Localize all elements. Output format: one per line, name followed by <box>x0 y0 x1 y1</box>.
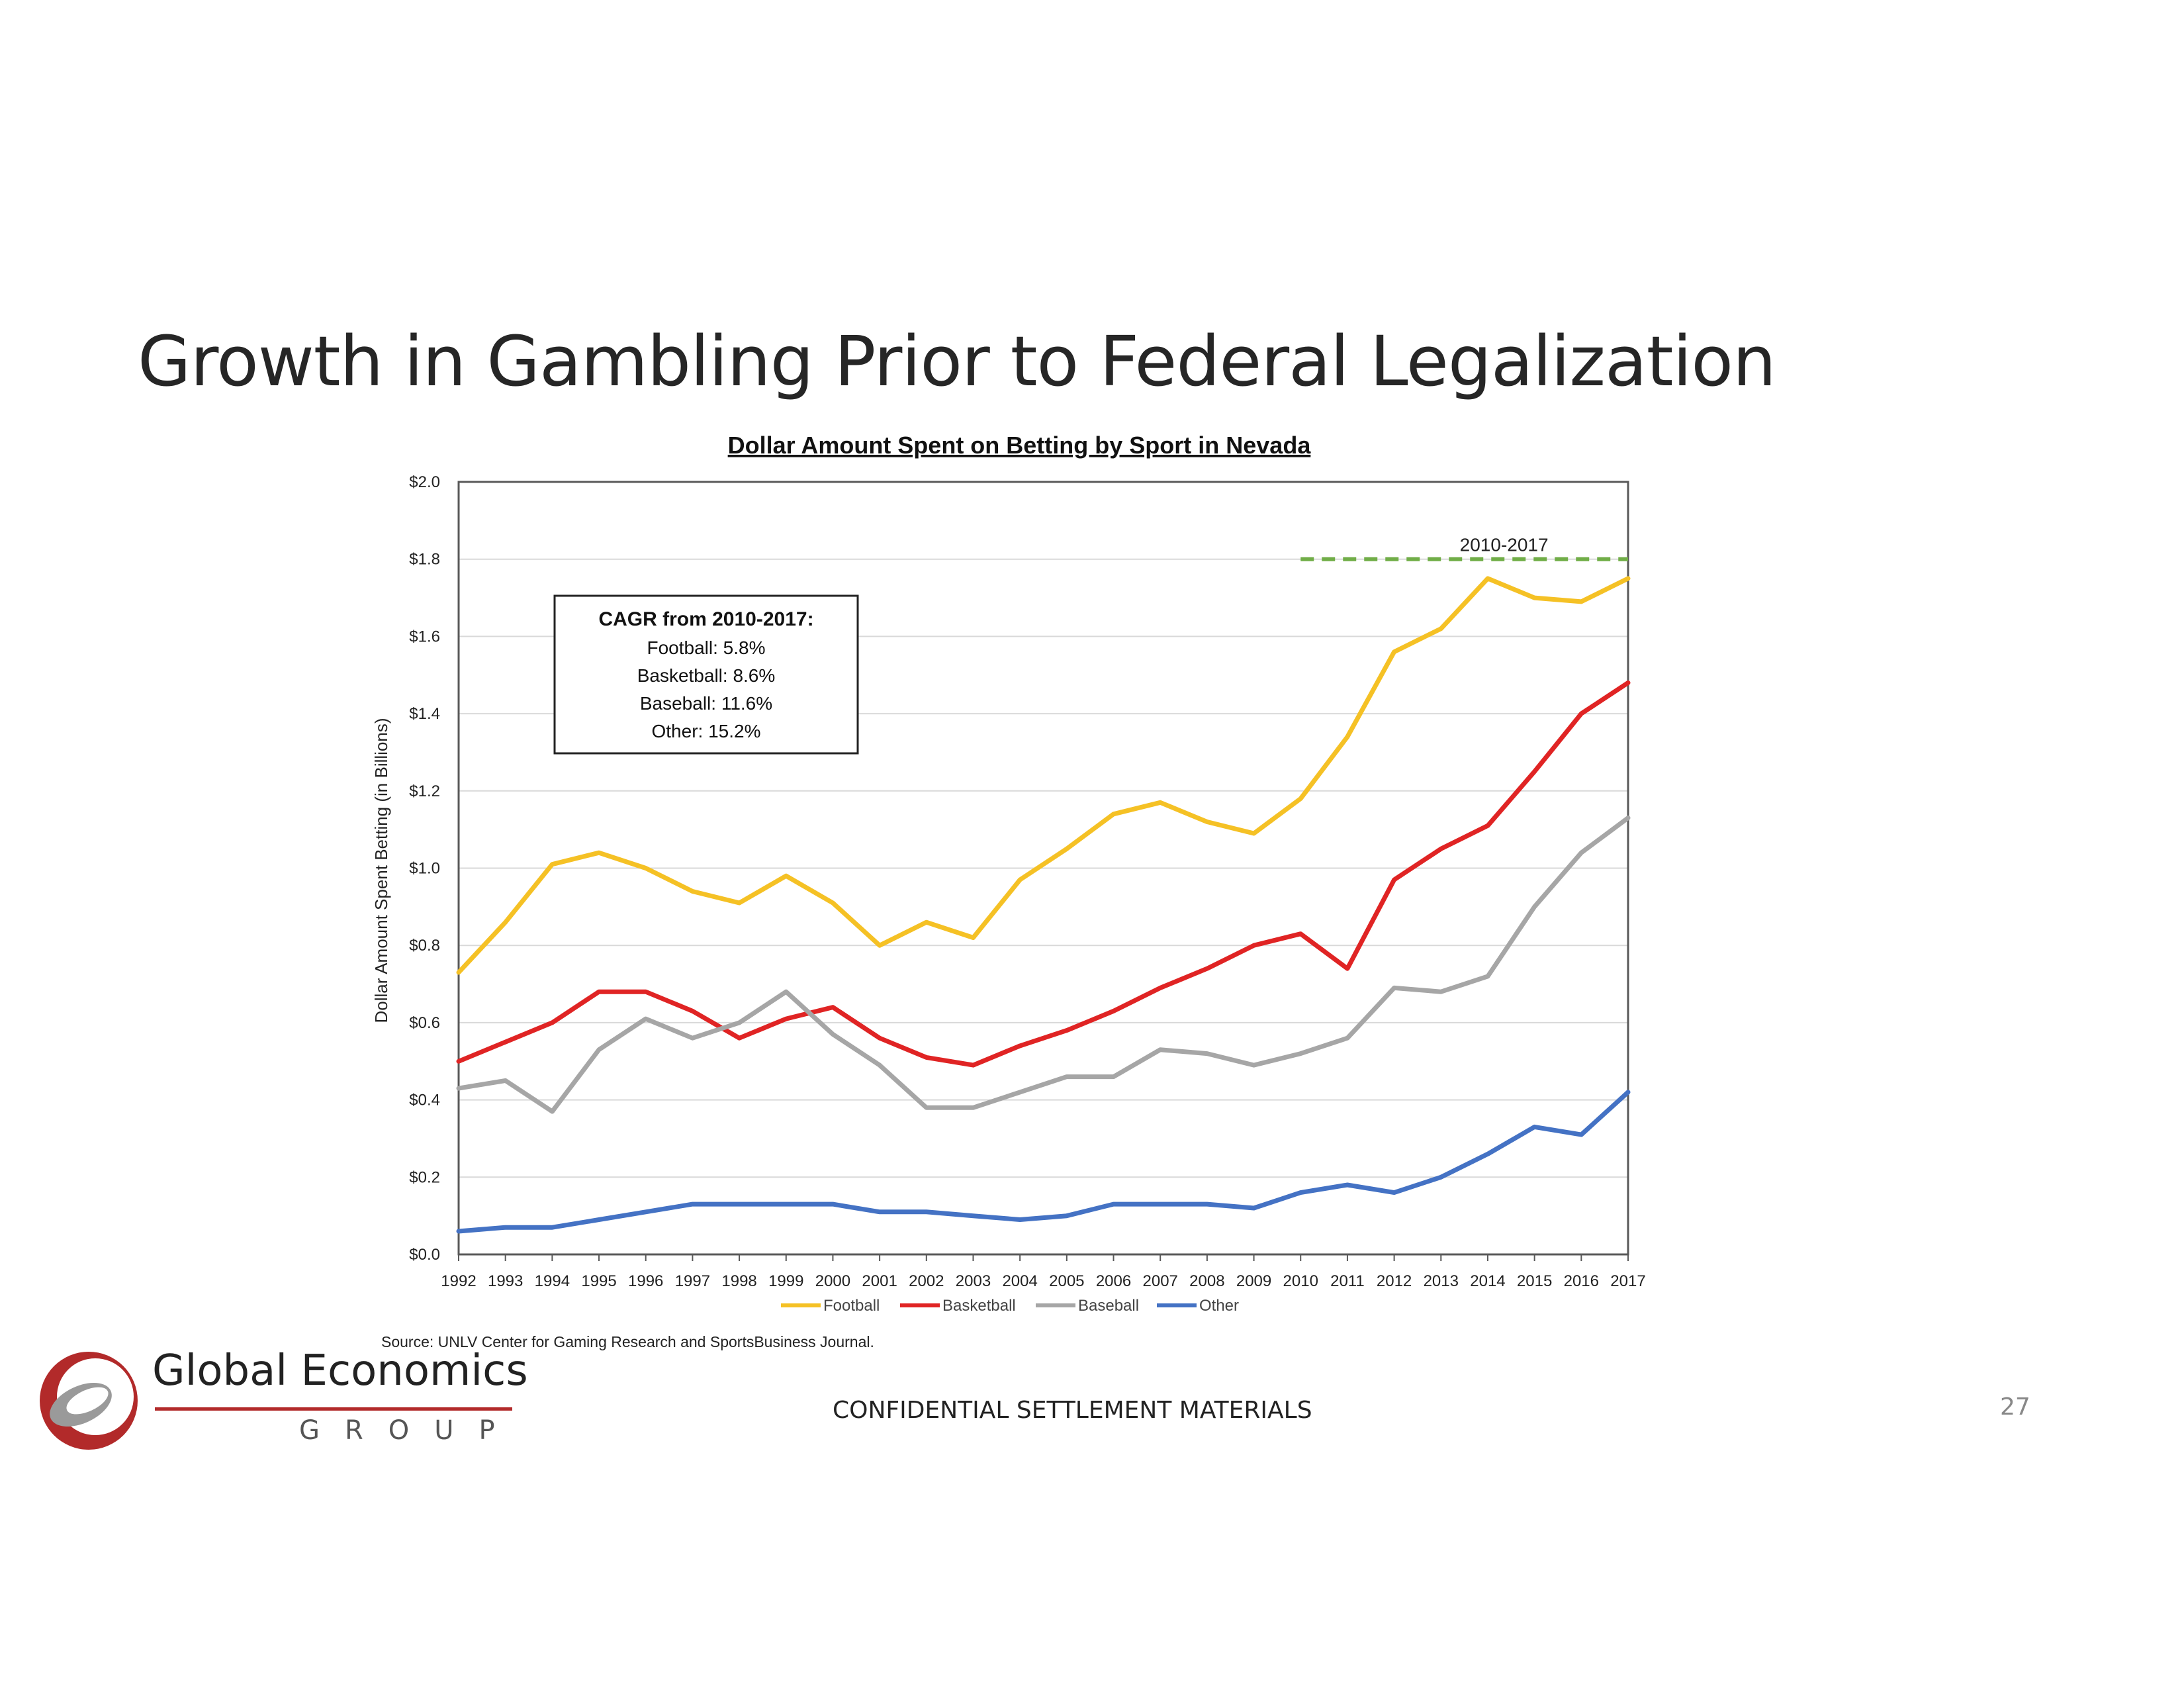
x-tick-label: 2013 <box>1424 1272 1459 1290</box>
x-tick-label: 2008 <box>1189 1272 1224 1290</box>
y-tick-label: $0.4 <box>409 1092 440 1109</box>
cagr-line: Basketball: 8.6% <box>637 665 776 686</box>
x-tick-label: 1995 <box>581 1272 616 1290</box>
logo-swoosh-icon <box>40 1352 138 1450</box>
x-tick-label: 2005 <box>1049 1272 1084 1290</box>
plot-area-frame <box>457 481 1629 1256</box>
x-tick-label: 2007 <box>1143 1272 1178 1290</box>
x-tick-label: 1996 <box>628 1272 663 1290</box>
confidential-footer: CONFIDENTIAL SETTLEMENT MATERIALS <box>833 1397 1312 1424</box>
x-tick-label: 2004 <box>1002 1272 1037 1290</box>
x-tick-label: 2002 <box>909 1272 944 1290</box>
x-tick-label: 2010 <box>1283 1272 1318 1290</box>
axes: $0.0 $0.2 $0.4 $0.6 $0.8 $1.0 $1.2 $1.4 $1.6 $1.8… <box>409 473 1645 1290</box>
y-tick-label: $2.0 <box>409 473 440 491</box>
x-tick-label: 2012 <box>1377 1272 1412 1290</box>
legend-label-baseball: Baseball <box>1078 1297 1139 1315</box>
series-line-baseball <box>456 816 1631 1114</box>
y-tick-label: $1.4 <box>409 705 440 723</box>
x-tick-label: 2009 <box>1236 1272 1271 1290</box>
data-series <box>456 576 1631 1234</box>
cagr-heading: CAGR from 2010-2017: <box>598 608 813 630</box>
chart-title: Dollar Amount Spent on Betting by Sport … <box>728 432 1312 459</box>
logo-name: Global Economics <box>152 1346 528 1395</box>
series-line-football <box>456 576 1631 975</box>
series-line-basketball <box>456 680 1631 1068</box>
chart-legend: Football Basketball Baseball Other <box>781 1297 1239 1315</box>
cagr-line: Other: 15.2% <box>652 721 761 741</box>
x-tick-label: 1997 <box>675 1272 710 1290</box>
y-tick-label: $0.2 <box>409 1168 440 1186</box>
x-tick-label: 1994 <box>535 1272 570 1290</box>
x-tick-label: 1993 <box>488 1272 523 1290</box>
period-annotation: 2010-2017 <box>1300 535 1628 561</box>
legend-label-other: Other <box>1199 1297 1239 1315</box>
x-tick-label: 2017 <box>1610 1272 1645 1290</box>
x-tick-label: 2016 <box>1564 1272 1599 1290</box>
y-tick-label: $0.0 <box>409 1246 440 1264</box>
x-tick-label: 2015 <box>1517 1272 1552 1290</box>
page-number: 27 <box>2000 1393 2030 1421</box>
cagr-box: CAGR from 2010-2017: Football: 5.8% Basket… <box>553 594 859 755</box>
legend-label-basketball: Basketball <box>942 1297 1016 1315</box>
cagr-box-frame <box>553 594 859 755</box>
x-tick-label: 2006 <box>1096 1272 1131 1290</box>
x-tick-label: 2001 <box>862 1272 897 1290</box>
x-tick-label: 2000 <box>815 1272 850 1290</box>
x-tick-label: 2014 <box>1470 1272 1505 1290</box>
legend-label-football: Football <box>823 1297 880 1315</box>
period-label: 2010-2017 <box>1460 535 1549 555</box>
logo-subtitle: GROUP <box>299 1415 520 1446</box>
x-tick-label: 1992 <box>441 1272 476 1290</box>
y-tick-label: $1.8 <box>409 551 440 569</box>
x-tick-label: 2011 <box>1330 1272 1365 1290</box>
source-note: Source: UNLV Center for Gaming Research … <box>381 1333 874 1350</box>
series-line-other <box>456 1090 1631 1234</box>
x-tick-label: 1998 <box>721 1272 756 1290</box>
y-tick-label: $0.8 <box>409 937 440 955</box>
logo-underline <box>155 1407 512 1411</box>
y-tick-label: $1.2 <box>409 782 440 800</box>
slide-title: Growth in Gambling Prior to Federal Lega… <box>138 321 1776 402</box>
x-tick-label: 1999 <box>768 1272 803 1290</box>
cagr-line: Baseball: 11.6% <box>640 693 772 714</box>
x-tick-label: 2003 <box>956 1272 991 1290</box>
company-logo: Global Economics GROUP <box>34 1344 528 1456</box>
y-axis-label: Dollar Amount Spent Betting (in Billions… <box>371 718 391 1023</box>
y-tick-label: $1.6 <box>409 628 440 645</box>
cagr-line: Football: 5.8% <box>647 637 766 658</box>
y-tick-label: $0.6 <box>409 1014 440 1032</box>
y-tick-label: $1.0 <box>409 860 440 878</box>
